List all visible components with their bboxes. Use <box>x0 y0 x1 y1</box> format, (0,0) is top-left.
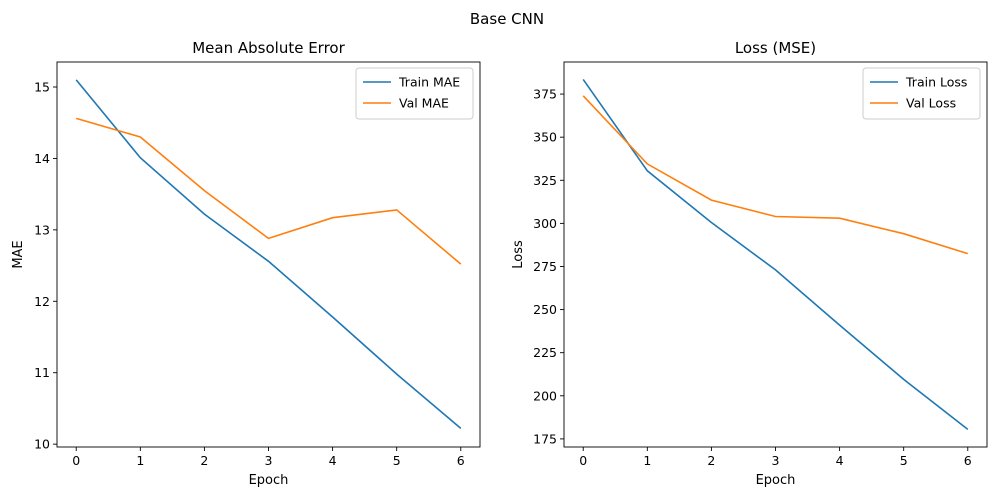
loss-axes-frame <box>563 61 988 448</box>
loss-chart-title: Loss (MSE) <box>735 39 816 57</box>
loss-y-tick-label: 250 <box>533 302 557 317</box>
mae-y-tick-label: 12 <box>34 294 50 309</box>
mae-legend-entry: Train MAE <box>398 75 460 90</box>
mae-x-axis-label: Epoch <box>249 473 289 488</box>
loss-legend-box <box>862 67 981 120</box>
mae-y-axis-label: MAE <box>11 240 26 268</box>
mae-x-tick-label: 2 <box>200 453 208 468</box>
loss-x-tick-label: 0 <box>579 453 587 468</box>
loss-y-tick-label: 375 <box>533 87 557 102</box>
loss-chart: Loss (MSE) 0 1 2 3 4 5 6 175 200 225 250 275 300 325 35… <box>511 39 988 488</box>
loss-y-tick-label: 275 <box>533 259 557 274</box>
loss-x-tick-label: 3 <box>772 453 780 468</box>
loss-x-tick-label: 1 <box>643 453 651 468</box>
loss-series-train-loss <box>582 78 969 431</box>
mae-x-tick-label: 6 <box>457 453 465 468</box>
loss-x-axis-label: Epoch <box>756 473 796 488</box>
mae-chart-title: Mean Absolute Error <box>192 39 345 57</box>
loss-y-axis-label: Loss <box>511 240 526 269</box>
mae-series-val-mae <box>75 117 462 265</box>
loss-y-tick-label: 200 <box>533 388 557 403</box>
mae-legend-entry: Val MAE <box>399 96 449 111</box>
mae-y-tick-label: 11 <box>34 365 50 380</box>
loss-series-val-loss <box>582 95 969 255</box>
mae-x-tick-label: 3 <box>265 453 273 468</box>
loss-legend-entry: Train Loss <box>905 75 967 90</box>
loss-x-tick-label: 4 <box>836 453 844 468</box>
mae-y-tick-label: 10 <box>34 437 50 452</box>
figure-suptitle: Base CNN <box>470 10 544 28</box>
mae-series-train-mae <box>75 79 462 430</box>
mae-x-tick-label: 5 <box>393 453 401 468</box>
mae-y-tick-label: 14 <box>34 151 50 166</box>
loss-y-tick-label: 350 <box>533 130 557 145</box>
loss-y-tick-label: 225 <box>533 345 557 360</box>
loss-legend-entry: Val Loss <box>906 96 956 111</box>
mae-x-tick-label: 4 <box>329 453 337 468</box>
mae-y-tick-label: 13 <box>34 222 50 237</box>
loss-y-tick-label: 300 <box>533 216 557 231</box>
mae-axes-frame <box>56 61 481 448</box>
loss-x-tick-label: 6 <box>964 453 972 468</box>
loss-x-tick-label: 5 <box>900 453 908 468</box>
mae-x-tick-label: 1 <box>136 453 144 468</box>
mae-y-tick-label: 15 <box>34 80 50 95</box>
loss-y-tick-label: 325 <box>533 173 557 188</box>
mae-x-tick-label: 0 <box>72 453 80 468</box>
loss-y-tick-label: 175 <box>533 431 557 446</box>
loss-legend: Train Loss Val Loss <box>862 67 981 120</box>
mae-legend: Train MAE Val MAE <box>355 67 474 120</box>
mae-legend-box <box>355 67 474 120</box>
loss-x-tick-label: 2 <box>707 453 715 468</box>
